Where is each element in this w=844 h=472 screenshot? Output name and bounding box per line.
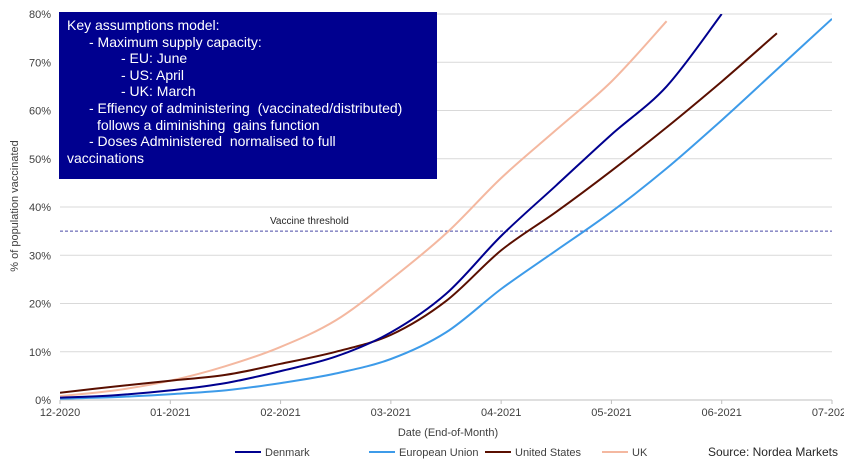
y-tick-label: 80% <box>29 9 51 21</box>
y-axis-tick-labels: 0% 10% 20% 30% 40% 50% 60% 70% 80% <box>29 9 51 407</box>
assumptions-heading: Key assumptions model: <box>67 17 220 33</box>
x-axis-title: Date (End-of-Month) <box>398 427 498 439</box>
legend-label: European Union <box>399 447 479 459</box>
y-tick-label: 30% <box>29 250 51 262</box>
y-tick-label: 40% <box>29 202 51 214</box>
x-tick-label: 07-2021 <box>812 407 844 419</box>
y-tick-label: 10% <box>29 347 51 359</box>
y-tick-label: 60% <box>29 106 51 118</box>
y-tick-label: 50% <box>29 154 51 166</box>
series-line-european-union <box>60 18 832 400</box>
y-axis-title: % of population vaccinated <box>9 140 21 271</box>
x-tick-label: 01-2021 <box>150 407 190 419</box>
x-axis-tick-marks <box>59 400 833 404</box>
assumption-supply-capacity: - Maximum supply capacity: <box>89 33 262 50</box>
x-tick-label: 02-2021 <box>260 407 300 419</box>
x-axis-tick-labels: 12-2020 01-2021 02-2021 03-2021 04-2021 05-20… <box>40 407 844 419</box>
assumption-eu: - EU: June <box>121 50 188 67</box>
key-assumptions-box: Key assumptions model: - Maximum supply … <box>59 12 437 179</box>
assumption-efficiency-cont: follows a diminishing gains function <box>97 116 320 133</box>
assumption-efficiency: - Effiency of administering (vaccinated/… <box>89 99 403 116</box>
source-note: Source: Nordea Markets <box>708 445 838 459</box>
x-tick-label: 05-2021 <box>591 407 631 419</box>
y-tick-label: 0% <box>35 395 51 407</box>
legend-label: UK <box>632 447 648 459</box>
x-tick-label: 04-2021 <box>481 407 521 419</box>
assumption-us: - US: April <box>121 66 185 83</box>
legend-label: United States <box>515 447 582 459</box>
assumption-uk: - UK: March <box>121 83 196 100</box>
legend: Denmark European Union United States UK <box>235 447 648 459</box>
assumption-doses: - Doses Administered normalised to full <box>89 133 336 150</box>
y-tick-label: 20% <box>29 299 51 311</box>
x-tick-label: 03-2021 <box>371 407 411 419</box>
series-line-united-states <box>60 32 778 394</box>
legend-label: Denmark <box>265 447 310 459</box>
assumption-doses-cont: vaccinations <box>67 149 145 166</box>
series-line-denmark <box>60 14 723 399</box>
y-tick-label: 70% <box>29 57 51 69</box>
series-lines <box>60 14 832 400</box>
vaccine-threshold-label: Vaccine threshold <box>270 216 349 227</box>
x-tick-label: 12-2020 <box>40 407 80 419</box>
x-tick-label: 06-2021 <box>702 407 742 419</box>
